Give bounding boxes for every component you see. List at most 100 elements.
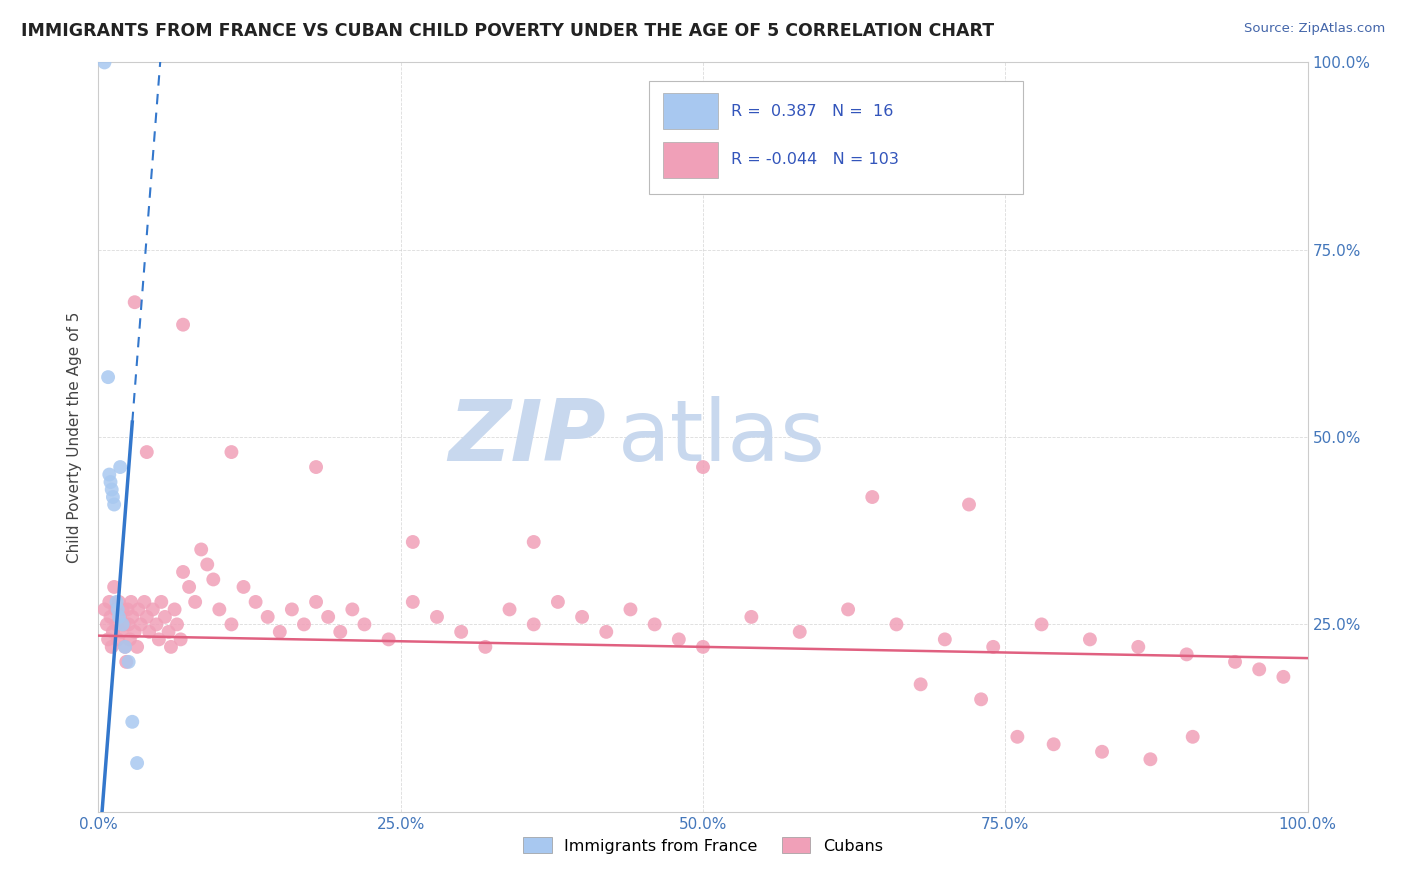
Point xyxy=(108,460,131,475)
Point xyxy=(97,632,120,647)
Point xyxy=(114,640,136,654)
Point xyxy=(97,370,120,384)
Point xyxy=(981,640,1004,654)
Point xyxy=(179,580,201,594)
Point xyxy=(135,445,157,459)
Point xyxy=(195,558,218,572)
Point xyxy=(305,460,328,475)
Text: IMMIGRANTS FROM FRANCE VS CUBAN CHILD POVERTY UNDER THE AGE OF 5 CORRELATION CHA: IMMIGRANTS FROM FRANCE VS CUBAN CHILD PO… xyxy=(21,22,994,40)
Point xyxy=(1031,617,1053,632)
Point xyxy=(934,632,956,647)
Point xyxy=(292,617,315,632)
Point xyxy=(160,640,183,654)
Point xyxy=(245,595,267,609)
Point xyxy=(692,640,714,654)
Point xyxy=(98,595,121,609)
Point xyxy=(111,617,134,632)
Point xyxy=(93,602,115,616)
Point xyxy=(595,624,617,639)
Point xyxy=(523,535,546,549)
Point xyxy=(910,677,932,691)
Point xyxy=(101,624,124,639)
Text: atlas: atlas xyxy=(619,395,827,479)
Point xyxy=(860,490,883,504)
Point xyxy=(153,610,176,624)
Point xyxy=(208,602,231,616)
Point xyxy=(644,617,666,632)
Point xyxy=(172,565,194,579)
Point xyxy=(100,640,122,654)
Point xyxy=(115,655,138,669)
Point xyxy=(342,602,364,616)
FancyBboxPatch shape xyxy=(664,93,717,129)
Point xyxy=(124,295,146,310)
Point xyxy=(1091,745,1114,759)
Point xyxy=(281,602,304,616)
FancyBboxPatch shape xyxy=(664,142,717,178)
Point xyxy=(402,535,425,549)
Point xyxy=(1272,670,1295,684)
Legend: Immigrants from France, Cubans: Immigrants from France, Cubans xyxy=(516,830,890,860)
Point xyxy=(98,467,121,482)
Point xyxy=(377,632,399,647)
Point xyxy=(163,602,186,616)
Point xyxy=(1249,662,1271,676)
Point xyxy=(108,610,131,624)
Point xyxy=(232,580,254,594)
Text: ZIP: ZIP xyxy=(449,395,606,479)
Point xyxy=(100,610,122,624)
Point xyxy=(118,617,141,632)
Point xyxy=(104,602,127,616)
Text: R = -0.044   N = 103: R = -0.044 N = 103 xyxy=(731,153,898,168)
Point xyxy=(571,610,593,624)
Point xyxy=(148,632,170,647)
Point xyxy=(1181,730,1204,744)
Point xyxy=(523,617,546,632)
Point xyxy=(118,655,141,669)
Point xyxy=(1078,632,1101,647)
Point xyxy=(619,602,641,616)
Point xyxy=(1042,737,1064,751)
Point xyxy=(184,595,207,609)
Point xyxy=(166,617,188,632)
Point xyxy=(957,498,980,512)
Point xyxy=(134,595,156,609)
Point xyxy=(1128,640,1150,654)
Point xyxy=(692,460,714,475)
Point xyxy=(107,602,129,616)
Point xyxy=(426,610,449,624)
Point xyxy=(1175,648,1198,662)
Point xyxy=(112,617,135,632)
Point xyxy=(789,624,811,639)
Point xyxy=(1139,752,1161,766)
Point xyxy=(202,573,225,587)
Point xyxy=(100,483,122,497)
Point xyxy=(1007,730,1029,744)
Point xyxy=(547,595,569,609)
Point xyxy=(221,445,243,459)
Point xyxy=(111,602,134,616)
Point xyxy=(108,595,131,609)
Point xyxy=(135,610,157,624)
Point xyxy=(114,640,136,654)
Point xyxy=(105,617,128,632)
Point xyxy=(190,542,212,557)
Point xyxy=(105,595,128,609)
Point xyxy=(101,490,124,504)
Point xyxy=(256,610,278,624)
Point xyxy=(498,602,520,616)
Point xyxy=(886,617,908,632)
Point xyxy=(474,640,496,654)
Point xyxy=(145,617,167,632)
Point xyxy=(970,692,993,706)
Point xyxy=(108,610,131,624)
Point xyxy=(269,624,291,639)
Point xyxy=(117,602,139,616)
Point xyxy=(127,602,149,616)
Point xyxy=(120,595,142,609)
Point xyxy=(107,632,129,647)
Point xyxy=(157,624,180,639)
Point xyxy=(221,617,243,632)
Point xyxy=(316,610,339,624)
Point xyxy=(1223,655,1246,669)
